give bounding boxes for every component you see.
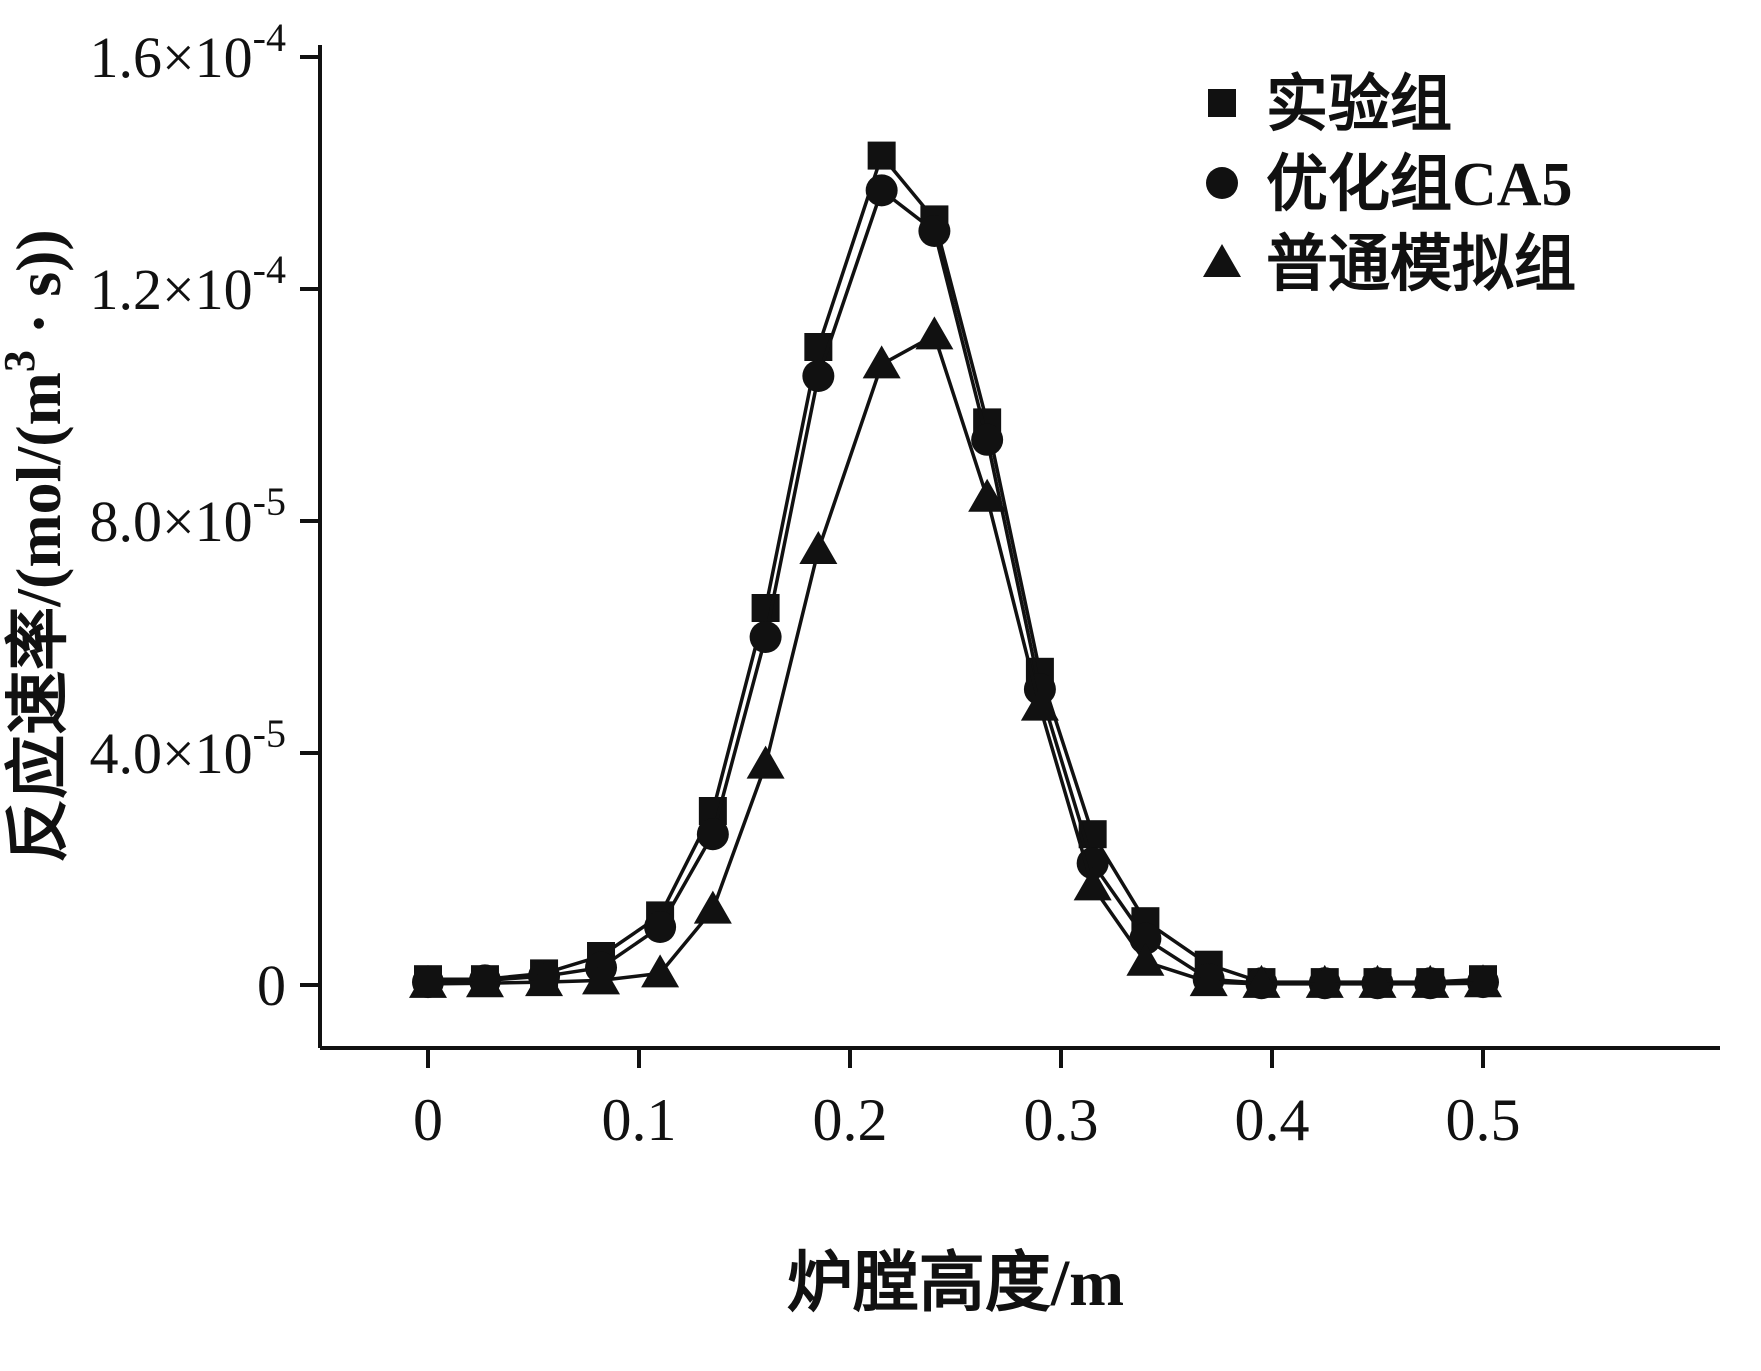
circle-marker	[644, 911, 677, 943]
x-tick-label: 0.5	[1446, 1087, 1521, 1153]
x-tick-label: 0	[413, 1087, 443, 1153]
legend-item: 普通模拟组	[1203, 230, 1576, 299]
x-tick-label: 0.3	[1024, 1087, 1099, 1153]
y-tick-label: 0	[257, 953, 286, 1018]
triangle-marker	[1358, 964, 1397, 998]
square-marker	[867, 141, 896, 170]
circle-marker	[802, 360, 835, 392]
y-tick-label: 1.6×10-4	[89, 15, 286, 90]
series-line	[427, 332, 1484, 986]
circle-marker	[971, 423, 1004, 456]
triangle-marker	[582, 961, 621, 995]
legend-label: 优化组CA5	[1266, 150, 1573, 219]
circle-marker	[696, 818, 729, 851]
triangle-marker	[1126, 942, 1165, 976]
circle-marker	[865, 174, 898, 207]
triangle-marker	[1073, 867, 1112, 901]
triangle-marker	[693, 890, 732, 924]
y-tick-label: 4.0×10-5	[89, 711, 286, 786]
triangle-marker	[746, 745, 785, 779]
triangle-marker	[968, 478, 1007, 512]
legend-item: 实验组	[1208, 70, 1452, 139]
triangle-marker	[465, 964, 504, 998]
triangle-marker	[409, 964, 447, 998]
square-marker	[751, 594, 780, 622]
legend-label: 普通模拟组	[1266, 230, 1576, 299]
triangle-marker	[1203, 244, 1241, 277]
legend-label: 实验组	[1266, 70, 1452, 139]
x-axis-title: 炉膛高度/m	[787, 1247, 1124, 1320]
circle-marker	[749, 621, 782, 653]
triangle-marker	[641, 954, 680, 988]
circle-marker	[1206, 167, 1238, 199]
triangle-marker	[799, 531, 838, 564]
triangle-marker	[862, 345, 901, 379]
triangle-marker	[525, 963, 564, 997]
triangle-marker	[1020, 687, 1059, 721]
series-line	[427, 187, 1484, 986]
square-marker	[1208, 89, 1236, 117]
circle-marker	[1129, 922, 1162, 955]
x-tick-label: 0.1	[602, 1087, 677, 1153]
y-tick-label: 1.2×10-4	[89, 247, 286, 322]
legend-item: 优化组CA5	[1206, 150, 1573, 219]
series-普通模拟组	[409, 316, 1502, 998]
x-tick-label: 0.2	[813, 1087, 888, 1153]
triangle-marker	[1242, 964, 1281, 998]
triangle-marker	[1411, 964, 1450, 998]
triangle-marker	[1464, 964, 1502, 998]
y-axis-title: 反应速率/(mol/(m3 · s))	[0, 229, 74, 862]
triangle-marker	[915, 316, 954, 350]
triangle-marker	[1305, 964, 1344, 998]
triangle-marker	[1189, 963, 1228, 997]
circle-marker	[918, 215, 951, 247]
y-tick-label: 8.0×10-5	[89, 479, 286, 554]
x-tick-label: 0.4	[1235, 1087, 1310, 1153]
